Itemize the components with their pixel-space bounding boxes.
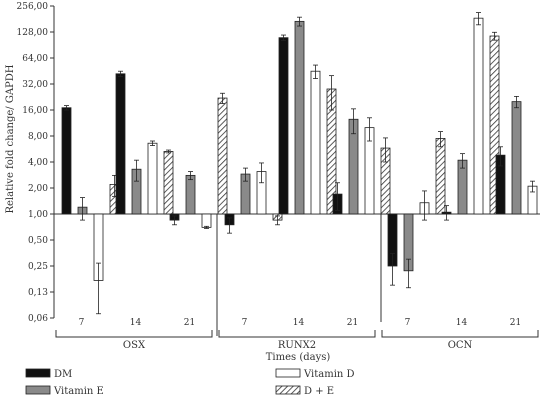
- group-bracket: [381, 330, 539, 338]
- y-axis: 0,06 0,13 0,25 0,50 1,00 2,00 4,00 8,00 16,00 32,…: [17, 2, 54, 324]
- y-tick-label: 32,00: [22, 80, 48, 90]
- day-label: 7: [79, 318, 85, 328]
- bar-dm: [61, 107, 72, 215]
- bar-vitamin-d: [147, 142, 158, 215]
- bars-layer: [61, 12, 538, 315]
- legend: DM Vitamin E Vitamin D D + E: [25, 368, 355, 397]
- bar-d-e: [217, 97, 228, 215]
- group-label: OCN: [448, 340, 473, 351]
- legend-swatch: [25, 385, 51, 395]
- bar-dm: [115, 73, 126, 215]
- day-label: 21: [184, 318, 195, 328]
- bar-vitamin-d: [473, 17, 484, 215]
- bar-dm: [278, 37, 289, 215]
- legend-label: Vitamin E: [53, 386, 104, 397]
- legend-swatch: [25, 368, 51, 378]
- y-tick-label: 64,00: [22, 54, 48, 64]
- bar-d-e: [163, 151, 174, 215]
- bar-vitamin-e: [511, 101, 522, 215]
- y-tick-label: 4,00: [28, 158, 48, 168]
- bar-vitamin-e: [185, 174, 196, 215]
- group-bracket: [55, 330, 213, 338]
- y-tick-label: 8,00: [28, 132, 48, 142]
- legend-label: Vitamin D: [303, 369, 355, 380]
- y-tick-label: 1,00: [28, 210, 48, 220]
- x-axis-title: Times (days): [266, 352, 331, 363]
- y-tick-label: 0,50: [28, 236, 48, 246]
- bar-d-e: [435, 138, 446, 215]
- day-label: 7: [242, 318, 248, 328]
- y-tick-label: 2,00: [28, 184, 48, 194]
- day-label: 21: [510, 318, 521, 328]
- day-label: 14: [293, 318, 305, 328]
- y-tick-label: 0,25: [28, 262, 48, 272]
- y-tick-label: 16,00: [22, 106, 48, 116]
- legend-swatch: [275, 385, 301, 395]
- legend-label: D + E: [304, 386, 334, 397]
- x-axis: 7 14 21 OSX 7 14 21 RUNX2 7 14 21 OCN: [55, 318, 539, 351]
- day-label: 14: [130, 318, 142, 328]
- day-label: 7: [405, 318, 411, 328]
- group-label: RUNX2: [278, 340, 316, 351]
- day-label: 14: [456, 318, 468, 328]
- group-bracket: [218, 330, 376, 338]
- y-tick-label: 0,13: [28, 288, 48, 298]
- y-tick-label: 256,00: [17, 2, 49, 12]
- bar-vitamin-d: [201, 213, 212, 228]
- legend-label: DM: [54, 369, 72, 380]
- bar-vitamin-e: [294, 20, 305, 215]
- bar-vitamin-d: [310, 70, 321, 215]
- legend-swatch: [275, 368, 301, 378]
- y-tick-label: 0,06: [28, 314, 48, 324]
- y-axis-label: Relative fold change/ GAPDH: [5, 64, 16, 213]
- day-label: 21: [347, 318, 358, 328]
- y-tick-label: 128,00: [17, 28, 49, 38]
- group-label: OSX: [123, 340, 146, 351]
